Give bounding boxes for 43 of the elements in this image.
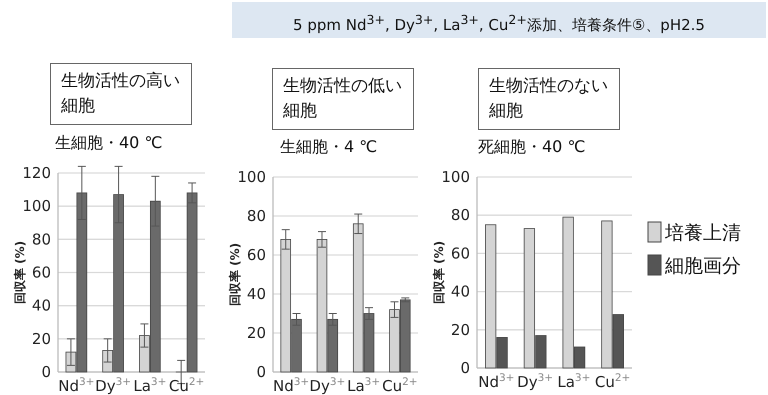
text: 5 ppm Nd$^{3+}$, Dy$^{3+}$, La$^{3+}$, Cu$^{2+}$添加、培養条件⑤、pH2.5 [293, 12, 705, 34]
y-tick-label: 120 [22, 164, 51, 182]
x-tick-label: Dy$^{3+}$ [309, 376, 346, 395]
x-tick-label: La$^{3+}$ [557, 372, 590, 391]
y-tick-label: 100 [237, 168, 266, 186]
x-tick-label: Dy$^{3+}$ [517, 372, 554, 391]
y-tick-label: 100 [441, 168, 470, 186]
y-tick-label: 80 [450, 206, 470, 224]
y-tick-label: 80 [32, 230, 51, 248]
y-tick-label: 80 [246, 207, 266, 225]
y-tick-label: 0 [41, 363, 51, 381]
x-tick-label: La$^{3+}$ [133, 376, 166, 395]
x-tick-label: Cu$^{2+}$ [168, 376, 204, 395]
x-tick-label: Nd$^{3+}$ [58, 376, 94, 395]
y-tick-label: 40 [450, 282, 470, 301]
y-axis-title: 回収率 (%) [228, 242, 242, 306]
x-tick-label: Cu$^{2+}$ [382, 376, 418, 395]
y-tick-label: 20 [450, 320, 470, 339]
chart-title: 生物活性のない細胞 [478, 68, 620, 130]
legend-label: 細胞画分 [664, 255, 741, 277]
x-tick-label: Nd$^{3+}$ [273, 376, 310, 395]
y-tick-label: 40 [32, 296, 51, 315]
legend-label: 培養上清 [664, 222, 741, 244]
y-tick-label: 20 [246, 324, 266, 342]
y-axis-title: 回収率 (%) [13, 240, 27, 304]
y-tick-label: 60 [246, 246, 266, 264]
y-tick-label: 40 [246, 285, 266, 303]
y-tick-label: 60 [450, 244, 470, 262]
y-tick-label: 0 [256, 363, 266, 381]
chart-subtitle: 生細胞・4 ℃ [280, 137, 378, 158]
chart-subtitle: 死細胞・40 ℃ [478, 137, 586, 158]
x-tick-label: La$^{3+}$ [347, 376, 380, 395]
y-tick-label: 60 [32, 264, 51, 282]
x-tick-label: Nd$^{3+}$ [478, 372, 514, 391]
y-axis-title: 回収率 (%) [432, 240, 446, 304]
chart-subtitle: 生細胞・40 ℃ [55, 133, 162, 154]
chart-title: 生物活性の高い細胞 [50, 63, 192, 125]
chart-title: 生物活性の低い細胞 [272, 68, 414, 130]
y-tick-label: 0 [460, 359, 470, 377]
y-tick-label: 20 [32, 330, 51, 348]
y-tick-label: 100 [22, 197, 51, 216]
x-tick-label: Cu$^{2+}$ [594, 372, 630, 391]
x-tick-label: Dy$^{3+}$ [95, 376, 132, 395]
